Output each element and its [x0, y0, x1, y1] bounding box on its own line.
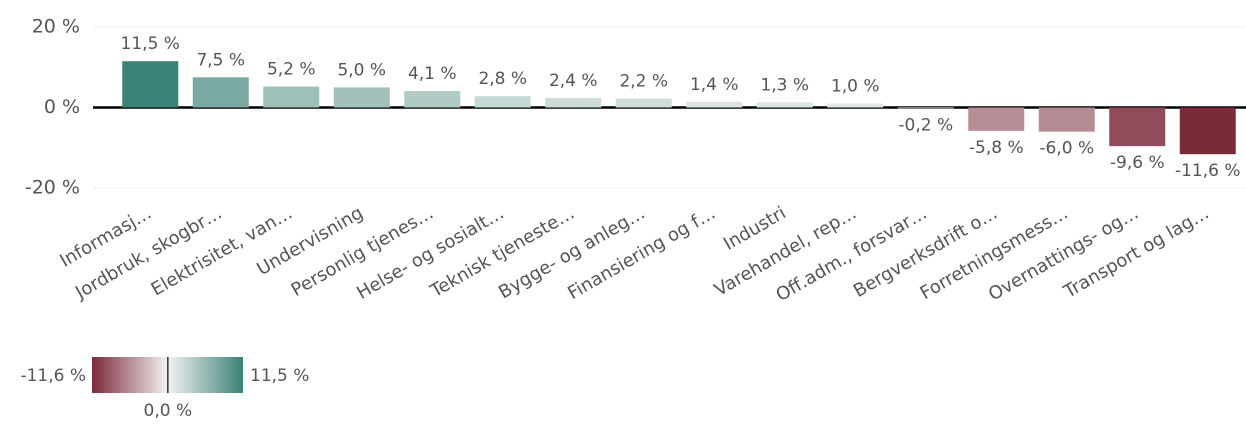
data-label: 5,0 % — [337, 60, 386, 80]
bar — [686, 101, 743, 108]
bar — [1038, 107, 1095, 132]
bar — [756, 102, 813, 108]
bar — [897, 107, 954, 109]
bar — [192, 77, 249, 108]
bar — [474, 96, 531, 108]
y-tick-label: 0 % — [44, 96, 80, 118]
data-label: 7,5 % — [196, 50, 245, 70]
scale-label: 11,5 % — [250, 366, 309, 386]
data-label: -6,0 % — [1039, 139, 1094, 159]
bar — [968, 107, 1025, 131]
y-tick-label: -20 % — [25, 177, 80, 199]
scale-label: -11,6 % — [20, 366, 86, 386]
data-label: -9,6 % — [1110, 153, 1165, 173]
data-label: 2,4 % — [549, 71, 598, 91]
data-label: 4,1 % — [408, 64, 457, 84]
data-label: 1,4 % — [690, 75, 739, 95]
data-label: 11,5 % — [121, 34, 180, 54]
y-tick-label: 20 % — [32, 16, 80, 38]
data-label: -5,8 % — [969, 138, 1024, 158]
bar — [333, 87, 390, 108]
bar — [1179, 107, 1236, 155]
bar — [263, 86, 320, 108]
data-label: 2,2 % — [619, 72, 668, 92]
bar — [827, 103, 884, 108]
bar — [1109, 107, 1166, 147]
data-label: 2,8 % — [478, 69, 527, 89]
data-label: -11,6 % — [1175, 161, 1241, 181]
bar — [122, 61, 179, 108]
data-label: 1,0 % — [831, 76, 880, 96]
bar — [545, 97, 602, 108]
data-label: -0,2 % — [898, 115, 953, 135]
data-label: 1,3 % — [760, 75, 809, 95]
bar — [615, 98, 672, 108]
data-label: 5,2 % — [267, 60, 316, 80]
scale-label: 0,0 % — [144, 401, 193, 421]
bar — [404, 90, 461, 108]
